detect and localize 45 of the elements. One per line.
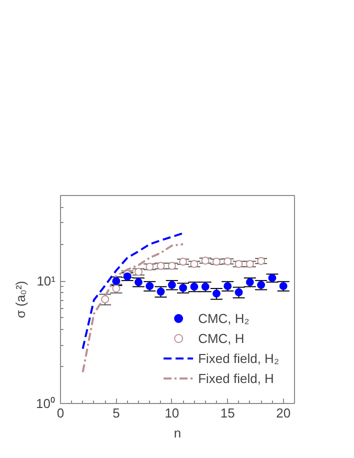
legend-label: CMC, H₂	[198, 310, 250, 326]
x-axis-title: n	[174, 426, 182, 440]
point	[212, 258, 220, 266]
point	[179, 258, 188, 266]
x-tick-label: 10	[164, 406, 180, 420]
legend-label: CMC, H	[198, 330, 244, 346]
point	[257, 256, 266, 265]
point	[146, 262, 154, 271]
point	[146, 282, 154, 290]
point	[224, 257, 232, 266]
point	[246, 260, 254, 268]
point	[112, 277, 120, 286]
legend-label: Fixed field, H₂	[198, 350, 279, 366]
point	[156, 288, 165, 296]
point	[246, 278, 254, 286]
point	[257, 280, 266, 289]
y-tick-label: 10¹	[36, 274, 56, 289]
point	[190, 282, 198, 291]
x-tick-label: 15	[220, 406, 235, 420]
x-tick-label: 5	[112, 406, 120, 420]
point	[101, 295, 110, 304]
x-tick-label: 20	[276, 406, 291, 420]
point	[168, 262, 176, 270]
point	[234, 288, 243, 296]
point	[234, 260, 243, 268]
x-tick-label: 0	[56, 406, 64, 420]
point	[123, 272, 132, 280]
point	[201, 282, 210, 291]
line-series	[82, 243, 184, 374]
point	[134, 278, 142, 286]
point	[156, 262, 165, 270]
point	[168, 280, 176, 289]
point	[179, 284, 188, 292]
point	[201, 256, 210, 265]
point	[268, 274, 276, 282]
point	[134, 268, 142, 276]
point	[279, 282, 288, 290]
point	[224, 282, 232, 290]
y-axis-title: σ (a₀²)	[13, 280, 28, 318]
y-tick-label: 10⁰	[36, 396, 56, 411]
legend-label: Fixed field, H	[198, 370, 274, 386]
point	[212, 290, 220, 298]
point	[112, 284, 120, 292]
line-series	[82, 232, 184, 350]
point	[190, 260, 198, 268]
